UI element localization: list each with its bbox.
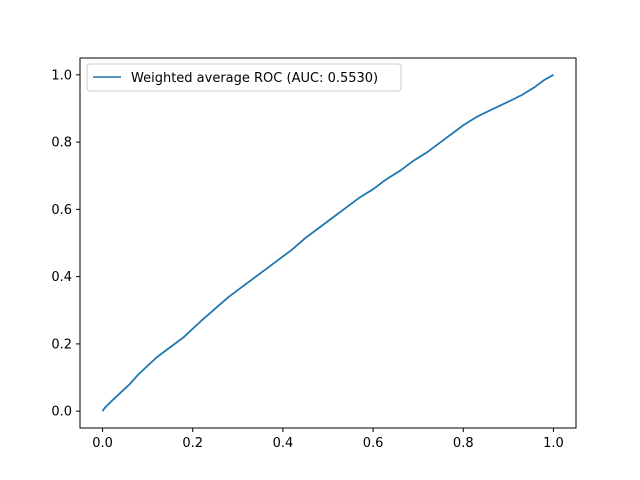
y-tick-label: 0.4 <box>51 270 72 285</box>
x-tick-label: 0.0 <box>92 436 113 451</box>
x-tick-label: 1.0 <box>543 436 564 451</box>
legend: Weighted average ROC (AUC: 0.5530) <box>86 63 402 92</box>
plot-area <box>79 57 577 429</box>
y-tick-label: 0.8 <box>51 136 72 151</box>
y-tick-label: 0.2 <box>51 337 72 352</box>
x-tick-label: 0.4 <box>273 436 294 451</box>
x-tick-label: 0.8 <box>453 436 474 451</box>
x-tick-label: 0.6 <box>363 436 384 451</box>
y-axis-ticks: 0.0 0.2 0.4 0.6 0.8 1.0 <box>51 68 80 420</box>
x-tick-label: 0.2 <box>182 436 203 451</box>
y-tick-label: 0.6 <box>51 203 72 218</box>
x-axis-ticks: 0.0 0.2 0.4 0.6 0.8 1.0 <box>92 428 564 451</box>
roc-series-line <box>101 74 554 412</box>
legend-box <box>86 63 402 92</box>
y-tick-label: 0.0 <box>51 405 72 420</box>
legend-label: Weighted average ROC (AUC: 0.5530) <box>131 71 378 86</box>
y-tick-label: 1.0 <box>51 68 72 83</box>
series-layer <box>101 74 554 412</box>
